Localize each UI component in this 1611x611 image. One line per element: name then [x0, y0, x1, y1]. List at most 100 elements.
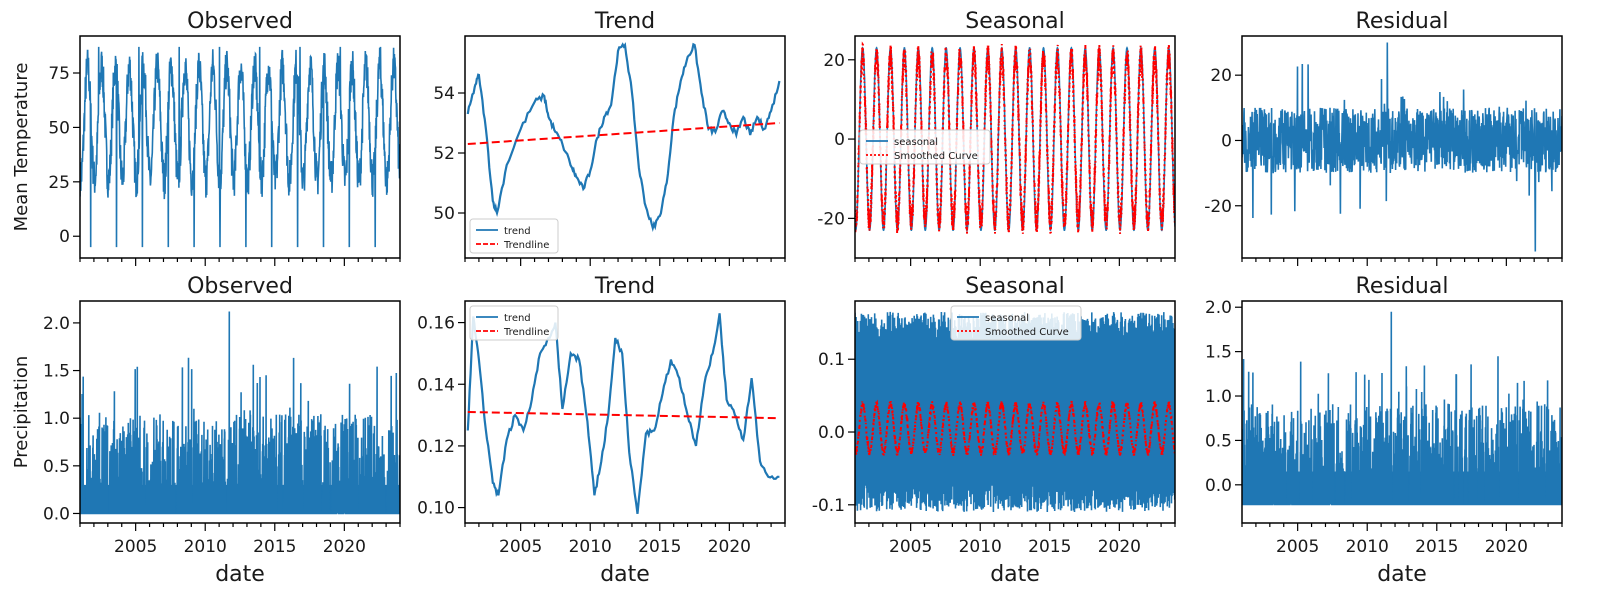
legend: seasonal Smoothed Curve [950, 305, 1082, 341]
plot-area [80, 46, 400, 248]
subplot-title: Residual [1356, 9, 1449, 34]
x-tick-label: 2020 [708, 537, 751, 557]
y-tick-label: 0.1 [818, 350, 845, 370]
legend-entry: Smoothed Curve [894, 151, 978, 162]
x-axis-label: date [990, 562, 1040, 587]
x-tick-label: 2005 [889, 537, 932, 557]
legend-entry: Trendline [503, 327, 549, 338]
series-trendline [467, 122, 780, 145]
axes-frame [1241, 35, 1563, 259]
y-tick-label: 0.10 [417, 499, 455, 519]
subplot-title: Seasonal [965, 9, 1064, 34]
subplot-title: Observed [187, 274, 293, 299]
series-trendline [467, 411, 780, 420]
legend: trend Trendline [469, 305, 559, 341]
y-tick-label: -0.1 [812, 496, 845, 516]
x-tick-label: 2015 [1415, 537, 1458, 557]
x-tick-label: 2020 [1098, 537, 1141, 557]
y-tick-label: 25 [48, 173, 70, 193]
subplot-1-3: Seasonal -20 0 20 seasonal Smoothed Curve [817, 9, 1176, 266]
x-axis-label: date [215, 562, 265, 587]
y-tick-label: 0.5 [43, 457, 70, 477]
x-tick-label: 2015 [253, 537, 296, 557]
x-tick-label: 2020 [1485, 537, 1528, 557]
subplot-2-1: Observed Precipitation date 0.0 0.5 1.0 1.5 2.0… [11, 274, 401, 587]
x-tick-label: 2005 [114, 537, 157, 557]
legend-entry: trend [504, 226, 531, 237]
x-axis-label: date [1377, 562, 1427, 587]
subplot-1-2: Trend 50 52 54 trend Trendline [433, 9, 786, 266]
y-axis-label: Precipitation [11, 356, 32, 469]
y-tick-label: 0.5 [1205, 431, 1232, 451]
y-tick-label: 0 [1221, 131, 1232, 151]
series-trend [466, 42, 781, 233]
subplot-title: Observed [187, 9, 293, 34]
y-tick-label: 75 [48, 64, 70, 84]
axes-frame [1241, 300, 1563, 524]
series-observed [80, 311, 400, 515]
plot-area [855, 311, 1175, 513]
x-tick-label: 2010 [184, 537, 227, 557]
subplot-1-1: Observed Mean Temperature 0 25 50 75 [11, 9, 401, 266]
subplot-2-4: Residual date 0.0 0.5 1.0 1.5 2.0 2005 2010 2015 2… [1205, 274, 1563, 587]
x-tick-label: 2005 [1276, 537, 1319, 557]
y-tick-label: 0.12 [417, 437, 455, 457]
x-tick-label: 2015 [1028, 537, 1071, 557]
y-tick-label: 52 [433, 144, 455, 164]
y-tick-label: 1.5 [43, 362, 70, 382]
y-tick-label: 0.0 [1205, 476, 1232, 496]
x-tick-label: 2015 [638, 537, 681, 557]
plot-area [466, 42, 781, 233]
legend: seasonal Smoothed Curve [859, 129, 991, 165]
axes-frame [854, 35, 1176, 259]
y-tick-label: 1.5 [1205, 343, 1232, 363]
subplot-title: Residual [1356, 274, 1449, 299]
series-trend [466, 313, 780, 514]
y-tick-label: 50 [48, 118, 70, 138]
y-tick-label: 0 [834, 130, 845, 150]
axes-frame [464, 35, 786, 259]
subplot-title: Seasonal [965, 274, 1064, 299]
x-tick-label: 2010 [959, 537, 1002, 557]
x-tick-label: 2010 [569, 537, 612, 557]
plot-area [1242, 311, 1562, 506]
y-tick-label: -20 [1204, 197, 1232, 217]
axes-frame [79, 35, 401, 259]
series-smoothed-curve [855, 399, 1175, 459]
subplot-title: Trend [594, 9, 655, 34]
subplot-title: Trend [594, 274, 655, 299]
legend-entry: seasonal [894, 137, 938, 148]
series-observed [80, 46, 400, 248]
axes-frame [79, 300, 401, 524]
plot-area [80, 311, 400, 515]
legend: trend Trendline [469, 218, 559, 254]
subplot-1-4: Residual -20 0 20 [1204, 9, 1563, 266]
y-tick-label: 2.0 [1205, 298, 1232, 318]
y-axis-label: Mean Temperature [11, 63, 32, 232]
legend-entry: seasonal [985, 313, 1029, 324]
series-residual [1242, 42, 1562, 252]
y-tick-label: 0.16 [417, 314, 455, 334]
y-tick-label: 0 [59, 227, 70, 247]
axes-frame [464, 300, 786, 524]
y-tick-label: 0.0 [43, 504, 70, 524]
plot-area [466, 313, 780, 514]
y-tick-label: 1.0 [1205, 387, 1232, 407]
x-tick-label: 2005 [499, 537, 542, 557]
x-tick-label: 2010 [1346, 537, 1389, 557]
y-tick-label: 1.0 [43, 409, 70, 429]
series-residual [1242, 311, 1562, 506]
y-tick-label: 54 [433, 84, 455, 104]
plot-area [1242, 42, 1562, 252]
x-tick-label: 2020 [323, 537, 366, 557]
y-tick-label: 0.14 [417, 375, 455, 395]
subplot-2-2: Trend date 0.10 0.12 0.14 0.16 2005 2010 2015 202… [417, 274, 786, 587]
y-tick-label: 2.0 [43, 314, 70, 334]
y-tick-label: 20 [1210, 66, 1232, 86]
subplot-2-3: Seasonal date -0.1 0.0 0.1 2005 2010 2015 2020 se… [812, 274, 1176, 587]
legend-entry: Smoothed Curve [985, 327, 1069, 338]
y-tick-label: -20 [817, 209, 845, 229]
y-tick-label: 0.0 [818, 423, 845, 443]
x-axis-label: date [600, 562, 650, 587]
